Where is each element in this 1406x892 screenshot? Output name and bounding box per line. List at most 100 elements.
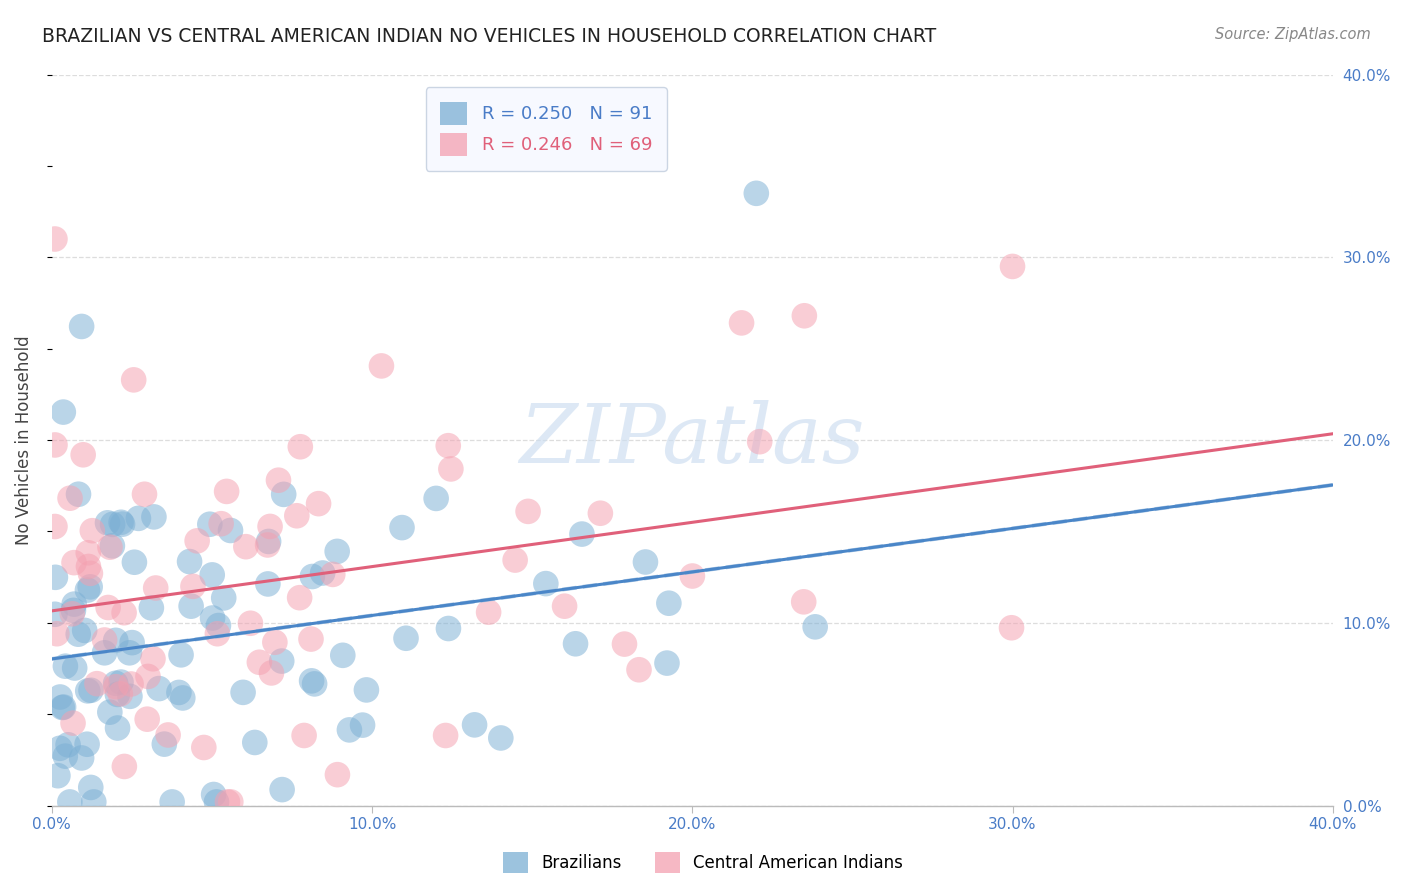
Point — [207, 626, 229, 640]
Point — [179, 555, 201, 569]
Point — [205, 795, 228, 809]
Point — [111, 517, 134, 532]
Point — [181, 579, 204, 593]
Point — [72, 448, 94, 462]
Point — [97, 600, 120, 615]
Point — [489, 731, 512, 745]
Point — [107, 721, 129, 735]
Point — [121, 635, 143, 649]
Point — [201, 611, 224, 625]
Point — [554, 599, 576, 614]
Point — [534, 576, 557, 591]
Point — [332, 648, 354, 663]
Point — [232, 685, 254, 699]
Point — [70, 319, 93, 334]
Point — [62, 716, 84, 731]
Point — [564, 637, 586, 651]
Point — [60, 607, 83, 621]
Point — [285, 508, 308, 523]
Point — [122, 373, 145, 387]
Point — [63, 597, 86, 611]
Point — [46, 769, 69, 783]
Point — [153, 737, 176, 751]
Point — [112, 759, 135, 773]
Point — [437, 622, 460, 636]
Point — [96, 516, 118, 530]
Point — [44, 438, 66, 452]
Point — [86, 676, 108, 690]
Point — [425, 491, 447, 506]
Point — [681, 569, 703, 583]
Point — [260, 665, 283, 680]
Point — [93, 646, 115, 660]
Point — [49, 741, 72, 756]
Point — [104, 633, 127, 648]
Point — [141, 600, 163, 615]
Point — [52, 700, 75, 714]
Point — [434, 729, 457, 743]
Point — [148, 681, 170, 696]
Point — [658, 596, 681, 610]
Point — [80, 780, 103, 795]
Point — [464, 718, 486, 732]
Point — [311, 566, 333, 580]
Point — [118, 690, 141, 704]
Point — [145, 581, 167, 595]
Point — [239, 616, 262, 631]
Point — [76, 737, 98, 751]
Point — [55, 659, 77, 673]
Point — [793, 309, 815, 323]
Point — [634, 555, 657, 569]
Point — [142, 652, 165, 666]
Point — [440, 462, 463, 476]
Point — [589, 506, 612, 520]
Point — [207, 618, 229, 632]
Point — [180, 599, 202, 614]
Text: ZIPatlas: ZIPatlas — [519, 400, 865, 480]
Point — [304, 677, 326, 691]
Point — [202, 788, 225, 802]
Point — [219, 524, 242, 538]
Point — [259, 519, 281, 533]
Point — [63, 556, 86, 570]
Point — [93, 632, 115, 647]
Point — [98, 705, 121, 719]
Point — [356, 682, 378, 697]
Point — [62, 603, 84, 617]
Point — [326, 767, 349, 781]
Point — [201, 568, 224, 582]
Point — [56, 738, 79, 752]
Point — [120, 677, 142, 691]
Point — [110, 516, 132, 530]
Text: Source: ZipAtlas.com: Source: ZipAtlas.com — [1215, 27, 1371, 42]
Point — [217, 795, 239, 809]
Point — [51, 700, 73, 714]
Point — [136, 669, 159, 683]
Point — [67, 627, 90, 641]
Point — [517, 504, 540, 518]
Point — [104, 680, 127, 694]
Point — [793, 595, 815, 609]
Point — [142, 509, 165, 524]
Point — [198, 517, 221, 532]
Point — [247, 655, 270, 669]
Point — [101, 539, 124, 553]
Point — [256, 538, 278, 552]
Point — [257, 577, 280, 591]
Point — [322, 567, 344, 582]
Point — [82, 524, 104, 538]
Point — [124, 555, 146, 569]
Point — [804, 620, 827, 634]
Point — [172, 690, 194, 705]
Point — [478, 605, 501, 619]
Point — [301, 673, 323, 688]
Point — [270, 654, 292, 668]
Point — [112, 606, 135, 620]
Point — [235, 540, 257, 554]
Point — [243, 735, 266, 749]
Legend: Brazilians, Central American Indians: Brazilians, Central American Indians — [496, 846, 910, 880]
Point — [83, 795, 105, 809]
Point — [76, 684, 98, 698]
Point — [45, 626, 67, 640]
Point — [44, 570, 66, 584]
